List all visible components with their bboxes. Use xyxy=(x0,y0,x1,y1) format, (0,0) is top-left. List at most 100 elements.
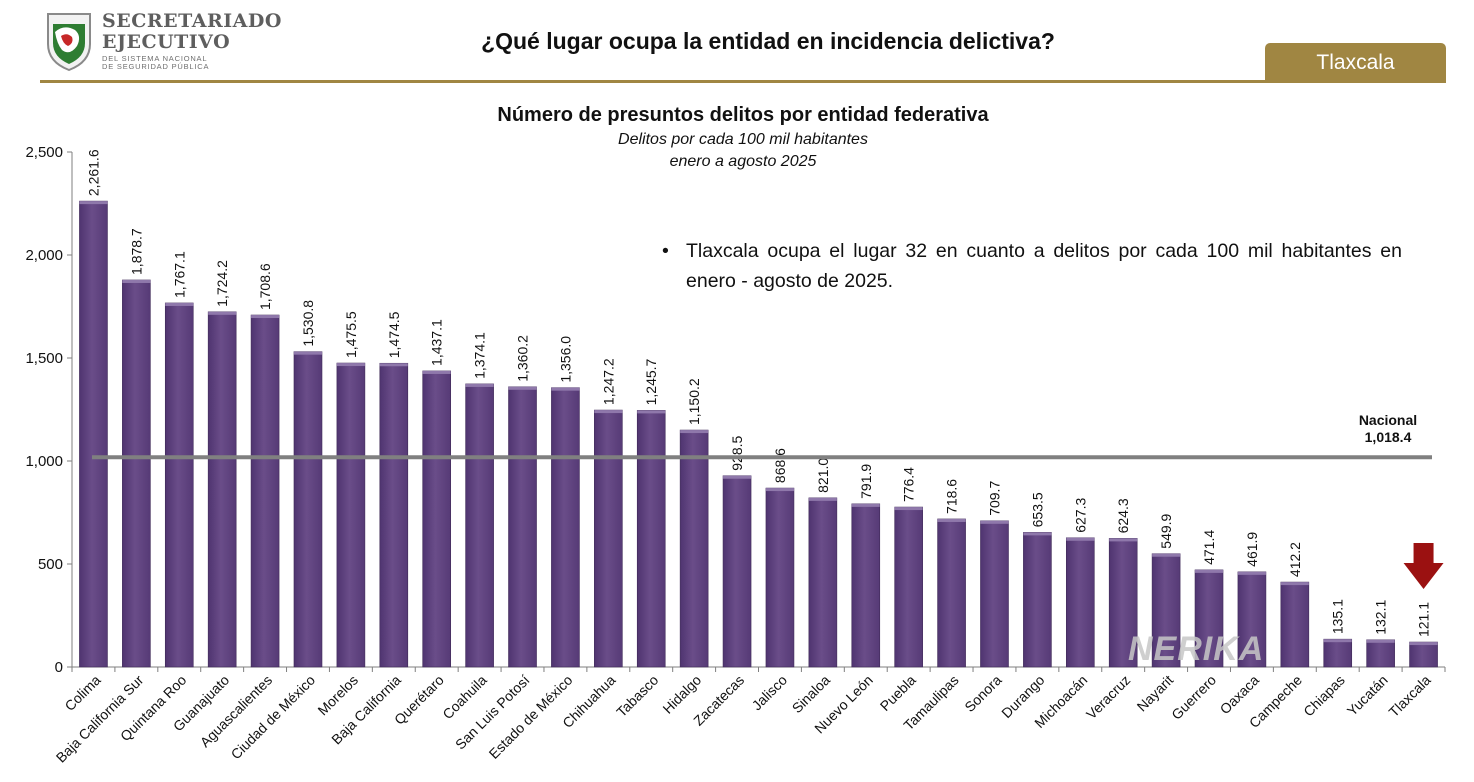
page-title: ¿Qué lugar ocupa la entidad en incidenci… xyxy=(481,28,1055,54)
bar-top-highlight xyxy=(851,503,880,507)
bar-top-highlight xyxy=(637,410,666,414)
bar xyxy=(1323,638,1353,668)
bar xyxy=(336,362,366,668)
bar-value-label: 709.7 xyxy=(986,481,1002,516)
bar-top-highlight xyxy=(937,518,966,522)
bar-value-label: 868.6 xyxy=(772,448,788,483)
bar-value-label: 412.2 xyxy=(1287,542,1303,577)
bar-value-label: 1,708.6 xyxy=(257,263,273,310)
bar-top-highlight xyxy=(379,363,408,367)
bar xyxy=(508,386,537,668)
y-tick-label: 2,000 xyxy=(25,247,63,264)
bar xyxy=(1237,571,1267,668)
bar xyxy=(851,503,881,668)
national-average-label: Nacional xyxy=(1359,412,1417,428)
category-label: San Luis Potosí xyxy=(452,672,533,753)
bar-value-label: 928.5 xyxy=(729,435,745,470)
shield-logo-icon xyxy=(47,13,91,72)
bar-value-label: 1,530.8 xyxy=(300,300,316,347)
header: SECRETARIADO EJECUTIVO DEL SISTEMA NACIO… xyxy=(0,0,1474,84)
bar-value-label: 1,724.2 xyxy=(214,260,230,307)
bar-value-label: 821.0 xyxy=(815,458,831,493)
bar xyxy=(164,302,194,668)
watermark: NERIKA xyxy=(1128,630,1265,668)
bar xyxy=(722,475,752,668)
bar-top-highlight xyxy=(293,351,322,355)
category-label: Puebla xyxy=(877,672,919,714)
category-label: Yucatán xyxy=(1344,672,1391,719)
bar-top-highlight xyxy=(765,488,794,492)
bar-value-label: 121.1 xyxy=(1416,602,1432,637)
bar xyxy=(937,518,966,668)
bar-top-highlight xyxy=(208,311,237,315)
bar-top-highlight xyxy=(165,302,194,306)
bar-top-highlight xyxy=(251,315,280,319)
bar xyxy=(551,387,580,668)
bar-value-label: 624.3 xyxy=(1115,498,1131,533)
bar-value-label: 1,437.1 xyxy=(429,319,445,366)
bar-top-highlight xyxy=(1409,642,1438,646)
bar-top-highlight xyxy=(336,363,365,367)
bar-top-highlight xyxy=(1366,639,1395,643)
bar-top-highlight xyxy=(980,520,1009,524)
logo-line-1: SECRETARIADO xyxy=(102,10,282,32)
bar-top-highlight xyxy=(1323,639,1352,643)
bar xyxy=(1280,581,1310,668)
bar-top-highlight xyxy=(122,279,151,283)
bar-value-label: 1,374.1 xyxy=(472,332,488,379)
bar xyxy=(1151,553,1181,668)
bar xyxy=(808,497,838,668)
bar-value-label: 1,356.0 xyxy=(557,336,573,383)
bar-value-label: 135.1 xyxy=(1330,599,1346,634)
bar-value-label: 461.9 xyxy=(1244,532,1260,567)
bar-value-label: 1,878.7 xyxy=(128,228,144,275)
bar-top-highlight xyxy=(894,507,923,511)
bar xyxy=(379,362,409,668)
bar-top-highlight xyxy=(422,370,451,374)
logo-line-2: EJECUTIVO xyxy=(102,31,231,53)
y-tick-label: 1,000 xyxy=(25,453,63,470)
bar xyxy=(207,311,237,668)
bar-top-highlight xyxy=(1152,553,1181,557)
category-label: Tlaxcala xyxy=(1385,672,1433,720)
category-label: Guerrero xyxy=(1168,672,1219,723)
bar-top-highlight xyxy=(1023,532,1052,536)
state-badge: Tlaxcala xyxy=(1265,43,1446,83)
category-label: Colima xyxy=(61,672,103,714)
category-label: Tabasco xyxy=(613,672,661,720)
bar-value-label: 627.3 xyxy=(1072,498,1088,533)
bar-value-label: 1,474.5 xyxy=(386,311,402,358)
header-divider xyxy=(40,80,1446,83)
chart-subtitle-period: enero a agosto 2025 xyxy=(669,153,817,170)
bar-top-highlight xyxy=(1195,569,1224,573)
bar-value-label: 776.4 xyxy=(901,467,917,502)
bar xyxy=(250,314,280,668)
ranking-note: • Tlaxcala ocupa el lugar 32 en cuanto a… xyxy=(662,236,1402,296)
bar xyxy=(1409,641,1438,668)
national-average-value: 1,018.4 xyxy=(1365,429,1412,445)
bar xyxy=(465,383,494,668)
bar xyxy=(765,487,795,668)
bar-value-label: 653.5 xyxy=(1029,492,1045,527)
bar-top-highlight xyxy=(723,475,752,479)
bar-top-highlight xyxy=(1280,582,1309,586)
bar-value-label: 1,245.7 xyxy=(643,358,659,405)
bar-value-label: 1,247.2 xyxy=(600,358,616,405)
y-tick-label: 2,500 xyxy=(25,144,63,161)
bar-top-highlight xyxy=(808,497,837,501)
bar-top-highlight xyxy=(1237,571,1266,575)
bar xyxy=(636,410,666,668)
category-label: Nayarit xyxy=(1134,672,1177,715)
bar-value-label: 718.6 xyxy=(944,479,960,514)
bar xyxy=(1108,538,1138,668)
bar xyxy=(1023,532,1052,668)
bar xyxy=(293,351,323,668)
bar xyxy=(1194,569,1224,668)
bar-value-label: 549.9 xyxy=(1158,513,1174,548)
bar xyxy=(1065,537,1095,668)
logo-line-4: DE SEGURIDAD PÚBLICA xyxy=(102,62,210,71)
bar-top-highlight xyxy=(594,410,623,414)
bar xyxy=(980,520,1009,668)
y-tick-label: 1,500 xyxy=(25,350,63,367)
